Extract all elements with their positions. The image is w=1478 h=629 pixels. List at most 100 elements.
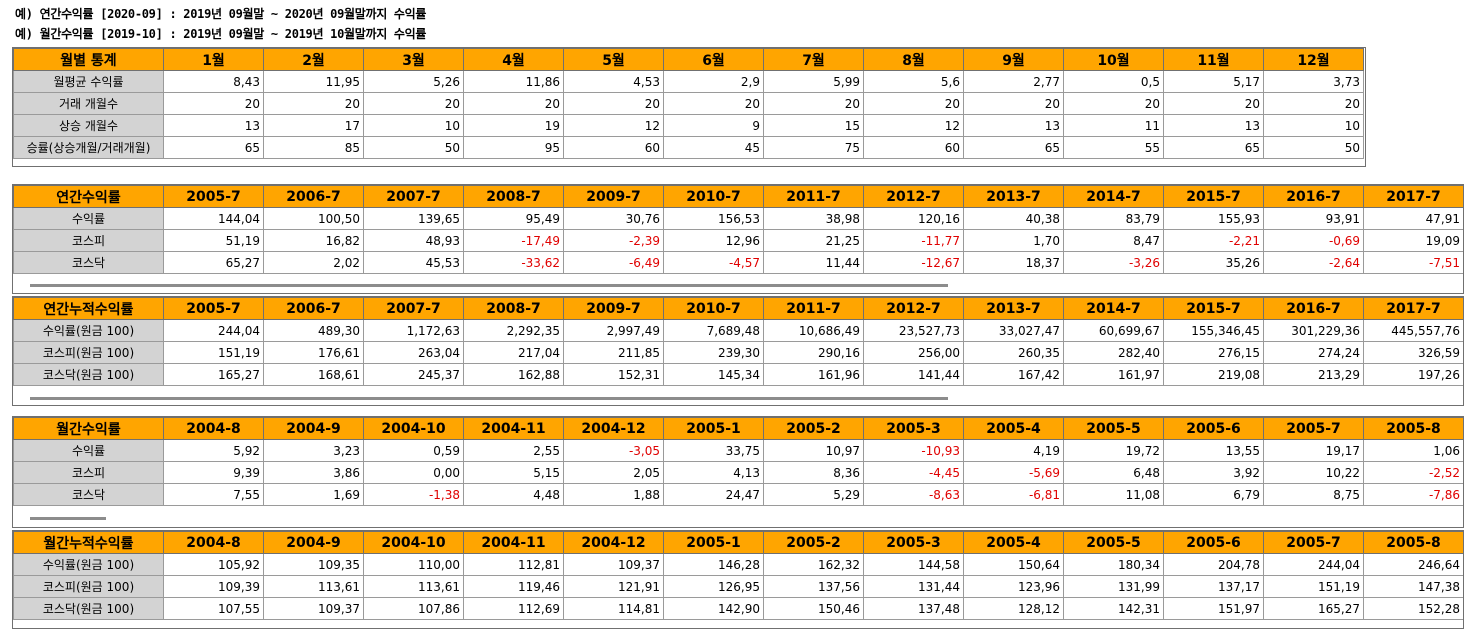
value-cell: 20: [163, 92, 264, 115]
value-cell: 168,61: [263, 363, 364, 386]
monthly-return-scrollbar[interactable]: [30, 517, 106, 520]
value-cell: 12: [563, 114, 664, 137]
value-cell: 93,91: [1263, 207, 1364, 230]
value-cell: 38,98: [763, 207, 864, 230]
value-cell: 3,86: [263, 461, 364, 484]
header-row: 월간누적수익률 2004-8 2004-9 2004-10 2004-11 2004-12…: [13, 531, 1463, 554]
value-cell: 13: [963, 114, 1064, 137]
value-cell: 0,59: [363, 439, 464, 462]
value-cell: -2,21: [1163, 229, 1264, 252]
value-cell: 139,65: [363, 207, 464, 230]
value-cell: 151,19: [163, 341, 264, 364]
value-cell: 131,44: [863, 575, 964, 598]
column-header: 5월: [563, 48, 664, 71]
value-cell: 119,46: [463, 575, 564, 598]
value-cell: 60: [863, 136, 964, 159]
value-cell: -12,67: [863, 251, 964, 274]
row-label: 거래 개월수: [13, 92, 164, 115]
value-cell: 50: [363, 136, 464, 159]
value-cell: 9,39: [163, 461, 264, 484]
value-cell: 11,08: [1063, 483, 1164, 506]
value-cell: 4,19: [963, 439, 1064, 462]
header-row: 월간수익률 2004-8 2004-9 2004-10 2004-11 2004-12 20…: [13, 417, 1463, 440]
column-header: 3월: [363, 48, 464, 71]
value-cell: 155,93: [1163, 207, 1264, 230]
annual-cumulative-return-scrollbar[interactable]: [30, 397, 948, 400]
value-cell: 165,27: [163, 363, 264, 386]
table-title: 월별 통계: [13, 48, 164, 71]
column-header: 2005-3: [863, 417, 964, 440]
column-header: 2005-5: [1063, 531, 1164, 554]
value-cell: 137,56: [763, 575, 864, 598]
table-row: 코스피 51,19 16,82 48,93 -17,49 -2,39 12,96 21,25-…: [13, 229, 1463, 252]
table-title: 연간수익률: [13, 185, 164, 208]
monthly-stats-panel: 월별 통계 1월 2월 3월 4월 5월 6월 7월 8월 9월 10월 11월 12월 월평균 수익률 8…: [12, 47, 1366, 167]
value-cell: 245,37: [363, 363, 464, 386]
value-cell: -0,69: [1263, 229, 1364, 252]
value-cell: 24,47: [663, 483, 764, 506]
value-cell: 1,06: [1363, 439, 1463, 462]
value-cell: 109,37: [563, 553, 664, 576]
value-cell: 10,97: [763, 439, 864, 462]
table-title: 연간누적수익률: [13, 297, 164, 320]
value-cell: 263,04: [363, 341, 464, 364]
value-cell: 8,47: [1063, 229, 1164, 252]
value-cell: 162,32: [763, 553, 864, 576]
column-header: 2004-10: [363, 531, 464, 554]
column-header: 9월: [963, 48, 1064, 71]
column-header: 2005-7: [163, 185, 264, 208]
annual-return-table: 연간수익률 2005-7 2006-7 2007-7 2008-7 2009-7 2010-…: [13, 185, 1463, 274]
value-cell: 11,86: [463, 70, 564, 93]
value-cell: 290,16: [763, 341, 864, 364]
value-cell: 100,50: [263, 207, 364, 230]
value-cell: 10,22: [1263, 461, 1364, 484]
row-label: 코스닥(원금 100): [13, 363, 164, 386]
value-cell: 112,69: [463, 597, 564, 620]
value-cell: 20: [863, 92, 964, 115]
value-cell: 161,97: [1063, 363, 1164, 386]
value-cell: 65: [963, 136, 1064, 159]
value-cell: 256,00: [863, 341, 964, 364]
value-cell: 11,44: [763, 251, 864, 274]
value-cell: 48,93: [363, 229, 464, 252]
value-cell: 146,28: [663, 553, 764, 576]
value-cell: 16,82: [263, 229, 364, 252]
column-header: 2005-1: [663, 531, 764, 554]
column-header: 2005-3: [863, 531, 964, 554]
row-label: 코스닥(원금 100): [13, 597, 164, 620]
value-cell: 445,557,76: [1363, 319, 1463, 342]
value-cell: 3,23: [263, 439, 364, 462]
row-label: 코스피(원금 100): [13, 341, 164, 364]
value-cell: 11,95: [263, 70, 364, 93]
column-header: 2015-7: [1163, 185, 1264, 208]
header-row: 연간수익률 2005-7 2006-7 2007-7 2008-7 2009-7 2010-…: [13, 185, 1463, 208]
value-cell: 244,04: [163, 319, 264, 342]
value-cell: 45: [663, 136, 764, 159]
column-header: 2004-12: [563, 417, 664, 440]
row-label: 코스피: [13, 461, 164, 484]
monthly-stats-table: 월별 통계 1월 2월 3월 4월 5월 6월 7월 8월 9월 10월 11월 12월 월평균 수익률 8…: [13, 48, 1364, 159]
note-monthly-example: 예) 월간수익률 [2019-10] : 2019년 09월말 ~ 2019년 …: [15, 27, 427, 41]
column-header: 2009-7: [563, 297, 664, 320]
value-cell: 126,95: [663, 575, 764, 598]
column-header: 2007-7: [363, 185, 464, 208]
value-cell: 2,9: [663, 70, 764, 93]
value-cell: 35,26: [1163, 251, 1264, 274]
value-cell: 113,61: [263, 575, 364, 598]
column-header: 2008-7: [463, 185, 564, 208]
annual-return-scrollbar[interactable]: [30, 284, 948, 287]
column-header: 2010-7: [663, 297, 764, 320]
monthly-cumulative-return-table: 월간누적수익률 2004-8 2004-9 2004-10 2004-11 2004-12…: [13, 531, 1463, 620]
value-cell: 326,59: [1363, 341, 1463, 364]
value-cell: 20: [563, 92, 664, 115]
value-cell: 18,37: [963, 251, 1064, 274]
column-header: 8월: [863, 48, 964, 71]
value-cell: 30,76: [563, 207, 664, 230]
column-header: 2005-4: [963, 417, 1064, 440]
column-header: 2013-7: [963, 185, 1064, 208]
table-row: 코스닥(원금 100) 107,55 109,37 107,86 112,69 114,8…: [13, 597, 1463, 620]
row-label: 승률(상승개월/거래개월): [13, 136, 164, 159]
value-cell: 2,997,49: [563, 319, 664, 342]
value-cell: 20: [1063, 92, 1164, 115]
value-cell: 244,04: [1263, 553, 1364, 576]
